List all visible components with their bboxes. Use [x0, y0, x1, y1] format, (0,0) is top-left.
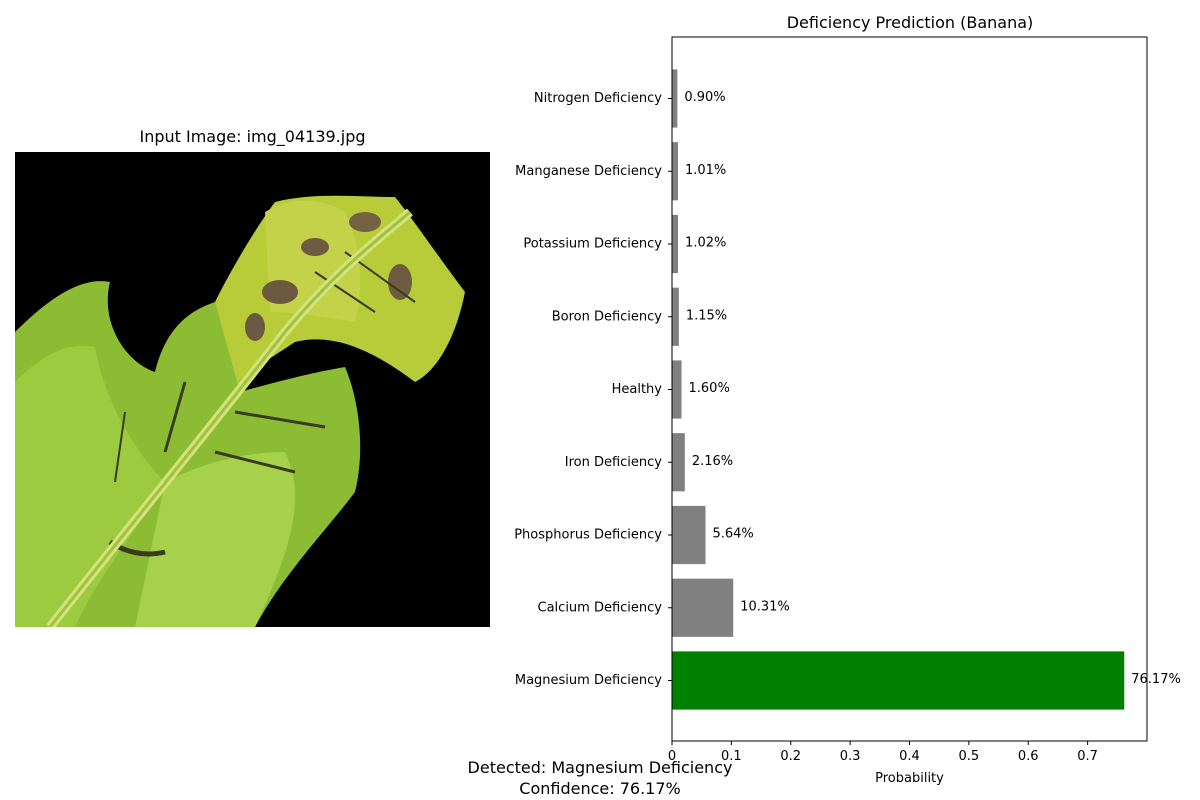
bar-data-labels: 0.90% 1.01% 1.02% 1.15% 1.60% 2.16% 5.64% 10.31…: [684, 90, 1180, 687]
input-image: [15, 152, 490, 627]
x-tick-label: 0.6: [1018, 749, 1039, 764]
category-label: Nitrogen Deficiency: [534, 91, 662, 106]
bars-group: [672, 69, 1125, 710]
bar-value-label: 76.17%: [1131, 672, 1181, 687]
category-label: Calcium Deficiency: [538, 600, 663, 615]
detected-text: Detected: Magnesium Deficiency: [467, 758, 733, 777]
category-label: Phosphorus Deficiency: [514, 528, 662, 543]
bar-phosphorus-deficiency: [672, 505, 706, 565]
category-label: Potassium Deficiency: [523, 237, 662, 252]
banana-leaf-photo: [15, 152, 490, 627]
bar-value-label: 5.64%: [712, 527, 753, 542]
x-axis-label: Probability: [875, 771, 944, 786]
x-tick-label: 0.7: [1077, 749, 1098, 764]
bar-value-label: 0.90%: [684, 90, 725, 105]
x-tick-label: 0.2: [780, 749, 801, 764]
bar-potassium-deficiency: [672, 214, 679, 274]
bar-value-label: 1.15%: [686, 308, 727, 323]
bar-iron-deficiency: [672, 433, 685, 492]
category-label: Iron Deficiency: [565, 455, 663, 470]
bar-value-label: 10.31%: [740, 599, 790, 614]
category-label: Magnesium Deficiency: [515, 673, 662, 688]
x-tick-label: 0.1: [721, 749, 742, 764]
bar-value-label: 1.01%: [685, 163, 726, 178]
bar-nitrogen-deficiency: [672, 69, 678, 128]
bar-manganese-deficiency: [672, 142, 678, 201]
x-tick-label: 0: [668, 749, 676, 764]
confidence-text: Confidence: 76.17%: [519, 779, 681, 798]
bar-value-label: 2.16%: [692, 454, 733, 469]
category-label: Healthy: [612, 382, 663, 397]
bar-calcium-deficiency: [672, 578, 734, 637]
bar-healthy: [672, 360, 682, 419]
x-tick-label: 0.4: [899, 749, 920, 764]
category-label: Boron Deficiency: [552, 309, 663, 324]
plot-frame: [671, 36, 1148, 742]
category-label: Manganese Deficiency: [515, 164, 662, 179]
x-tick-label: 0.3: [840, 749, 861, 764]
bar-magnesium-deficiency: [672, 651, 1125, 710]
category-labels: Nitrogen Deficiency Manganese Deficiency P…: [514, 91, 672, 688]
x-tick-label: 0.5: [959, 749, 980, 764]
bar-boron-deficiency: [672, 287, 679, 346]
bar-value-label: 1.60%: [689, 381, 730, 396]
x-axis-ticks: 0 0.1 0.2 0.3 0.4 0.5 0.6 0.7: [668, 741, 1098, 764]
chart-title: Deficiency Prediction (Banana): [787, 13, 1034, 32]
bar-value-label: 1.02%: [685, 236, 726, 251]
image-title: Input Image: img_04139.jpg: [139, 127, 366, 146]
